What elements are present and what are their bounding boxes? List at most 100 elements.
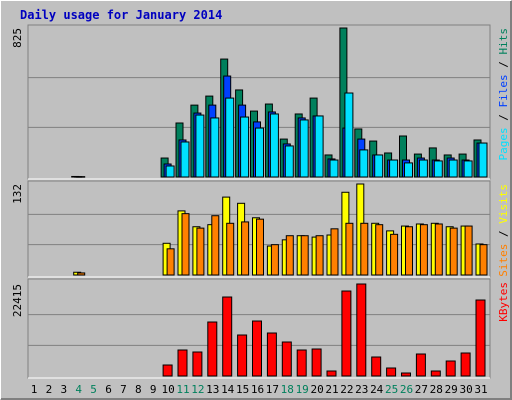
legend: KBytes xyxy=(497,282,510,322)
bar xyxy=(284,145,294,178)
bar xyxy=(401,372,411,377)
x-tick-label: 15 xyxy=(236,383,249,396)
legend: Sites / Visits xyxy=(497,184,510,277)
bar xyxy=(415,353,426,377)
bar xyxy=(371,356,382,377)
legend-entry: Sites xyxy=(497,244,510,277)
y-tick-label: 825 xyxy=(11,28,24,48)
bar xyxy=(269,113,279,178)
bar xyxy=(479,244,488,276)
bar xyxy=(270,244,279,276)
legend-entry: KBytes xyxy=(497,282,510,322)
bar xyxy=(311,348,322,377)
bar xyxy=(196,227,205,276)
x-tick-label: 29 xyxy=(445,383,458,396)
bar xyxy=(222,296,233,377)
x-tick-label: 27 xyxy=(415,383,428,396)
x-tick-label: 24 xyxy=(370,383,384,396)
bar xyxy=(241,221,250,276)
bar xyxy=(430,370,441,377)
bar xyxy=(341,290,352,377)
x-tick-label: 25 xyxy=(385,383,398,396)
bar xyxy=(315,235,324,276)
x-tick-label: 5 xyxy=(90,383,97,396)
x-tick-label: 16 xyxy=(251,383,264,396)
legend-entry: Files xyxy=(497,74,510,107)
legend-separator: / xyxy=(497,224,510,244)
x-tick-label: 8 xyxy=(135,383,142,396)
bar xyxy=(207,321,218,377)
bar xyxy=(300,235,309,276)
x-tick-label: 7 xyxy=(120,383,127,396)
bar xyxy=(77,272,86,276)
x-tick-label: 22 xyxy=(340,383,353,396)
y-tick-label: 22415 xyxy=(11,284,24,317)
bar xyxy=(449,227,458,276)
bar xyxy=(226,222,235,276)
bar xyxy=(252,320,262,377)
y-tick-label: 132 xyxy=(11,184,24,204)
x-tick-label: 21 xyxy=(325,383,338,396)
bar xyxy=(177,349,188,377)
x-tick-label: 26 xyxy=(400,383,413,396)
x-tick-label: 11 xyxy=(176,383,189,396)
bar xyxy=(281,341,292,377)
x-tick-label: 19 xyxy=(296,383,309,396)
x-tick-label: 23 xyxy=(355,383,368,396)
x-tick-label: 12 xyxy=(191,383,204,396)
bar xyxy=(326,370,337,377)
bar xyxy=(359,149,369,178)
bar xyxy=(460,352,471,377)
bar xyxy=(345,222,354,276)
bar xyxy=(434,223,443,276)
bar xyxy=(419,224,428,276)
legend-entry: Pages xyxy=(497,127,510,160)
bar xyxy=(404,162,413,178)
bar xyxy=(360,222,369,276)
bar xyxy=(314,115,324,178)
x-tick-label: 30 xyxy=(459,383,472,396)
legend: Pages / Files / Hits xyxy=(497,28,510,161)
x-tick-label: 31 xyxy=(474,383,487,396)
bar xyxy=(181,213,190,276)
legend-entry: Hits xyxy=(497,28,510,55)
bar xyxy=(445,360,456,377)
x-tick-label: 6 xyxy=(105,383,112,396)
bar xyxy=(329,159,339,178)
bar xyxy=(448,159,458,178)
bar xyxy=(195,114,205,178)
bar xyxy=(375,224,384,276)
x-tick-label: 4 xyxy=(75,383,82,396)
bar xyxy=(180,141,190,178)
bar xyxy=(225,97,235,178)
bar xyxy=(475,299,486,377)
x-tick-label: 1 xyxy=(31,383,38,396)
bar xyxy=(344,92,354,178)
x-tick-label: 20 xyxy=(310,383,323,396)
bar xyxy=(211,215,220,276)
bar xyxy=(296,349,307,377)
legend-entry: Visits xyxy=(497,184,510,224)
bar xyxy=(266,332,277,377)
bar xyxy=(166,248,175,276)
x-tick-label: 17 xyxy=(266,383,279,396)
bar xyxy=(299,119,309,178)
x-tick-label: 18 xyxy=(281,383,294,396)
bar xyxy=(418,159,428,178)
x-tick-label: 2 xyxy=(46,383,53,396)
bar xyxy=(389,159,399,178)
x-tick-label: 3 xyxy=(60,383,67,396)
bar xyxy=(390,233,399,276)
bar xyxy=(165,165,175,178)
bar xyxy=(374,154,384,178)
legend-separator: / xyxy=(497,108,510,128)
x-tick-label: 28 xyxy=(430,383,443,396)
bar xyxy=(356,283,367,377)
bar xyxy=(285,235,294,276)
bar xyxy=(478,142,488,178)
bar xyxy=(330,228,339,276)
bar xyxy=(405,226,413,276)
